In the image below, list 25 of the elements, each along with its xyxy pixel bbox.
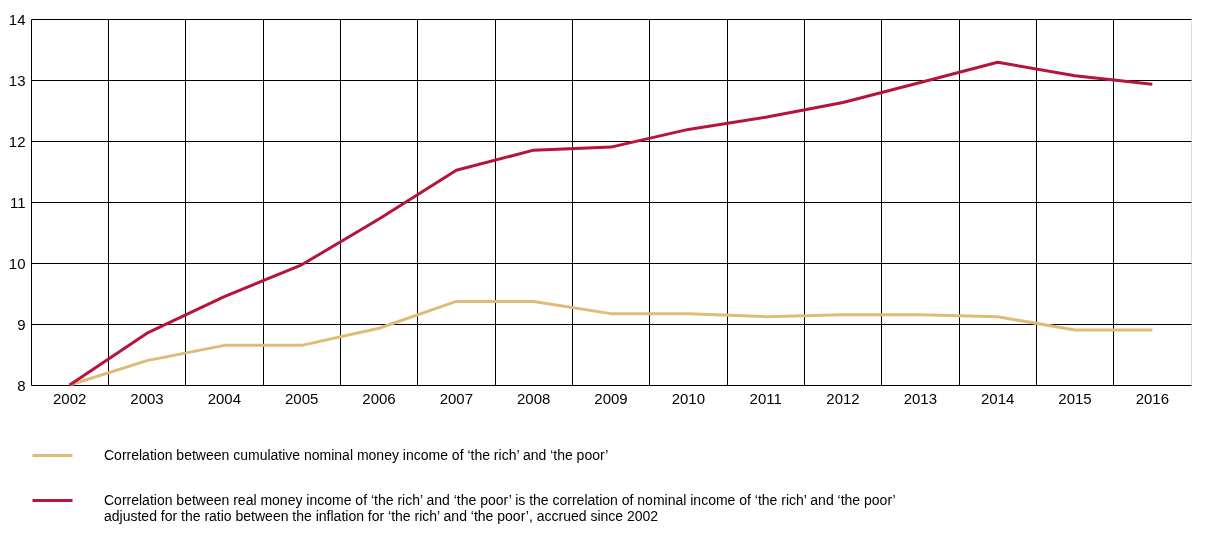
y-tick-label: 11	[9, 193, 26, 211]
line-series	[68, 60, 1154, 387]
x-tick-label: 2013	[903, 389, 938, 407]
x-tick-label: 2003	[130, 389, 164, 407]
y-tick-label: 13	[8, 71, 26, 89]
y-tick-label: 14	[8, 10, 26, 28]
x-tick-label: 2007	[439, 389, 474, 407]
legend-label: Correlation between real money income of ‘the rich’ and ‘the poor’ is the correlation of nominal income of ‘the rich’ and ‘the poor’ adjusted for the ratio between the inflation for ‘the rich’ and ‘the poor’, accrued since 2002	[104, 491, 896, 524]
y-tick-label: 12	[8, 132, 26, 150]
x-tick-label: 2015	[1058, 389, 1092, 407]
x-tick-label: 2010	[671, 389, 706, 407]
x-tick-label: 2005	[284, 389, 319, 407]
legend-label: Correlation between cumulative nominal money income of ‘the rich’ and ‘the poor’	[104, 446, 609, 463]
x-tick-label: 2011	[749, 389, 782, 407]
x-tick-label: 2004	[207, 389, 242, 407]
x-tick-label: 2009	[594, 389, 628, 407]
y-tick-label: 8	[17, 376, 26, 394]
x-tick-label: 2002	[52, 389, 87, 407]
y-tick-label: 10	[8, 254, 26, 272]
x-tick-label: 2012	[826, 389, 860, 407]
x-tick-label: 2008	[516, 389, 551, 407]
x-tick-label: 2016	[1135, 389, 1170, 407]
x-tick-label: 2006	[362, 389, 396, 407]
y-tick-label: 9	[17, 315, 26, 333]
x-tick-label: 2014	[980, 389, 1015, 407]
